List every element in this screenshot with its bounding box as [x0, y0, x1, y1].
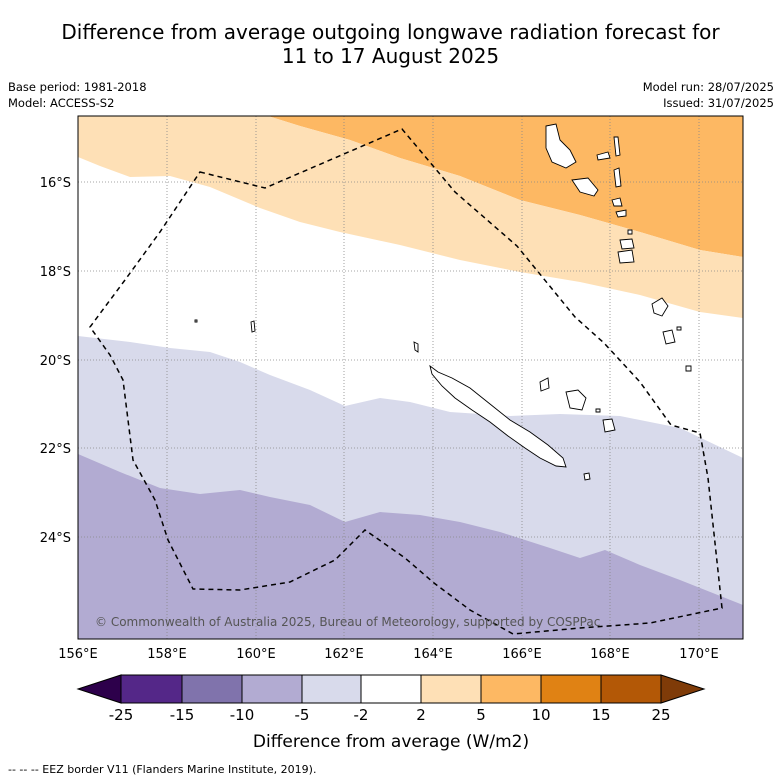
- colorbar-tick-label: -25: [109, 706, 134, 724]
- issued-text: Issued: 31/07/2025: [663, 96, 774, 110]
- lon-tick-label: 156°E: [58, 647, 98, 662]
- lon-tick-label: 164°E: [413, 647, 453, 662]
- colorbar-tick-label: -10: [230, 706, 255, 724]
- chesterfield-islet: [250, 320, 256, 333]
- vanuatu-malekula: [571, 177, 599, 197]
- vanuatu-epi: [611, 197, 623, 207]
- islet-4: [595, 408, 601, 413]
- lat-tick-label: 20°S: [40, 354, 71, 369]
- belep-islet: [413, 341, 419, 353]
- anomaly-region-5-to-10: [268, 116, 743, 257]
- vanuatu-tanna: [617, 249, 635, 264]
- vanuatu-espiritu-santo: [545, 123, 577, 169]
- colorbar-tick-label: 25: [651, 706, 670, 724]
- lon-tick-label: 158°E: [147, 647, 187, 662]
- islet-3: [194, 319, 198, 323]
- colorbar: [76, 674, 706, 704]
- map-frame: [77, 115, 744, 640]
- colorbar-ticks: -25 -15 -10 -5 -2 2 5 10 15 25: [109, 706, 671, 724]
- lon-ticks: 156°E 158°E 160°E 162°E 164°E 166°E 168°…: [58, 647, 719, 662]
- eez-footnote: -- -- -- EEZ border V11 (Flanders Marine…: [8, 763, 317, 776]
- isle-of-pines: [583, 472, 591, 481]
- colorbar-tick-label: 5: [476, 706, 486, 724]
- loyalty-east-2: [662, 329, 676, 345]
- colorbar-segment: [301, 674, 362, 704]
- colorbar-segment: [420, 674, 482, 704]
- vanuatu-erromango: [627, 229, 633, 235]
- lon-tick-label: 168°E: [590, 647, 630, 662]
- graticule: [78, 116, 743, 639]
- eez-border: [89, 128, 723, 635]
- anomaly-field: [78, 116, 743, 639]
- vanuatu-efate: [619, 238, 635, 250]
- colorbar-tick-label: 10: [531, 706, 550, 724]
- colorbar-min-extend: [76, 674, 122, 704]
- colorbar-segment: [120, 674, 183, 704]
- lat-tick-label: 18°S: [40, 265, 71, 280]
- vanuatu-shepherd: [615, 209, 627, 218]
- colorbar-tick-label: 15: [591, 706, 610, 724]
- anomaly-region-2-to-5: [78, 116, 743, 318]
- lat-tick-label: 22°S: [40, 442, 71, 457]
- loyalty-east-1: [651, 297, 669, 317]
- colorbar-tick-label: -5: [295, 706, 310, 724]
- base-period-text: Base period: 1981-2018: [8, 80, 147, 94]
- vanuatu-maewo: [613, 136, 621, 157]
- colorbar-segment: [540, 674, 602, 704]
- loyalty-island-1: [565, 389, 587, 411]
- colorbar-tick-label: -15: [170, 706, 195, 724]
- lon-tick-label: 160°E: [236, 647, 276, 662]
- colorbar-segment: [181, 674, 243, 704]
- coastlines: [194, 123, 692, 481]
- colorbar-segment: [480, 674, 542, 704]
- new-caledonia-island: [429, 364, 567, 468]
- vanuatu-ambae: [596, 151, 611, 161]
- colorbar-max-extend: [660, 674, 706, 704]
- model-run-text: Model run: 28/07/2025: [642, 80, 774, 94]
- lat-ticks: 16°S 18°S 20°S 22°S 24°S: [40, 176, 71, 546]
- model-text: Model: ACCESS-S2: [8, 96, 115, 110]
- islet-2: [685, 365, 692, 372]
- lat-tick-label: 24°S: [40, 531, 71, 546]
- anomaly-region-minus10-to-minus5: [78, 454, 743, 639]
- colorbar-segment: [241, 674, 303, 704]
- islet-1: [676, 326, 682, 331]
- lon-tick-label: 166°E: [502, 647, 542, 662]
- lon-tick-label: 162°E: [324, 647, 364, 662]
- colorbar-segment: [360, 674, 422, 704]
- copyright-text: © Commonwealth of Australia 2025, Bureau…: [95, 615, 600, 629]
- colorbar-label: Difference from average (W/m2): [253, 732, 529, 752]
- colorbar-segment: [600, 674, 662, 704]
- loyalty-island-2: [539, 377, 550, 392]
- chart-title-line2: 11 to 17 August 2025: [281, 44, 500, 68]
- lon-tick-label: 170°E: [679, 647, 719, 662]
- chart-title-line1: Difference from average outgoing longwav…: [61, 20, 720, 44]
- colorbar-tick-label: -2: [354, 706, 369, 724]
- loyalty-island-3: [602, 418, 616, 433]
- lat-tick-label: 16°S: [40, 176, 71, 191]
- colorbar-tick-label: 2: [416, 706, 426, 724]
- vanuatu-pentecost: [613, 167, 622, 188]
